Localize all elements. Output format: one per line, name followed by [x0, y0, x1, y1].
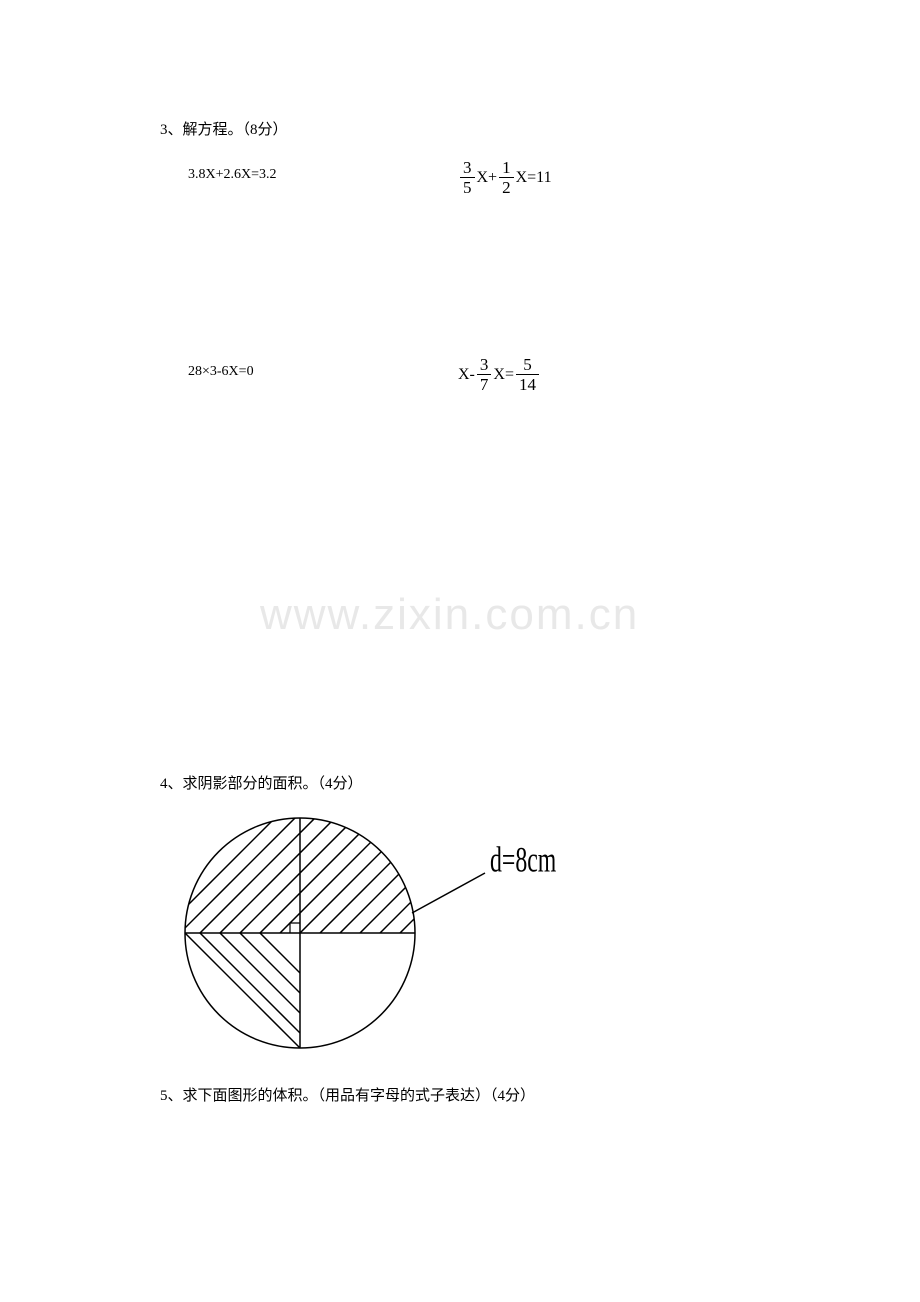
equation-4: X- 3 7 X= 5 14	[458, 356, 541, 393]
fraction-3-7: 3 7	[477, 356, 492, 393]
question-5-section: 5、求下面图形的体积。（用品有字母的式子表达）（4分）	[160, 1084, 535, 1105]
equation-1: 3.8X+2.6X=3.2	[188, 159, 458, 196]
equation-2: 3 5 X+ 1 2 X=11	[458, 159, 552, 196]
fraction-1-2: 1 2	[499, 159, 514, 196]
equations-row-2: 28×3-6X=0 X- 3 7 X= 5 14	[188, 356, 920, 393]
circle-diagram: d=8cm	[160, 803, 600, 1063]
watermark-text: www.zixin.com.cn	[260, 590, 639, 640]
diameter-label: d=8cm	[490, 840, 556, 882]
fraction-3-5: 3 5	[460, 159, 475, 196]
fraction-5-14: 5 14	[516, 356, 539, 393]
question-5-title: 5、求下面图形的体积。（用品有字母的式子表达）（4分）	[160, 1084, 535, 1105]
document-content: 3、解方程。（8分） 3.8X+2.6X=3.2 3 5 X+ 1 2 X=11…	[0, 0, 920, 393]
equation-3: 28×3-6X=0	[188, 356, 458, 393]
spacing	[160, 196, 920, 356]
question-4-title: 4、求阴影部分的面积。（4分）	[160, 772, 600, 793]
question-3-title: 3、解方程。（8分）	[160, 118, 920, 139]
question-4-section: 4、求阴影部分的面积。（4分）	[160, 772, 600, 1063]
equations-row-1: 3.8X+2.6X=3.2 3 5 X+ 1 2 X=11	[188, 159, 920, 196]
